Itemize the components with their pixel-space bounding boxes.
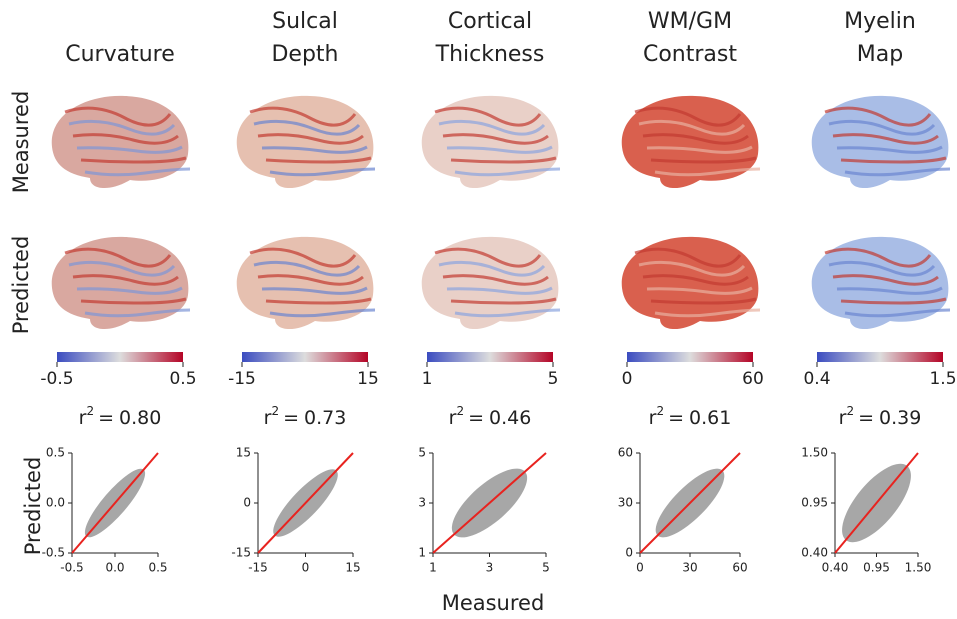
- x-tick-label: 1.50: [905, 561, 932, 575]
- r2-label: r2=0.61: [649, 404, 732, 429]
- x-tick-label: 60: [732, 561, 747, 575]
- y-tick-label: 0.5: [46, 446, 65, 460]
- x-tick-label: 15: [345, 561, 360, 575]
- x-tick-label: 0: [636, 561, 644, 575]
- x-tick-label: 0: [302, 561, 310, 575]
- x-tick-label: -15: [248, 561, 268, 575]
- y-tick-label: 0.95: [801, 496, 828, 510]
- colorbar-tick-label: 5: [548, 369, 559, 389]
- colorbar-tick-label: 15: [357, 369, 379, 389]
- x-tick-label: 5: [542, 561, 550, 575]
- r2-label: r2=0.46: [449, 404, 532, 429]
- column-title: Thickness: [435, 42, 545, 67]
- r2-label: r2=0.39: [839, 404, 922, 429]
- column-title: Sulcal: [272, 9, 338, 34]
- y-tick-label: 0: [243, 496, 251, 510]
- x-tick-label: -0.5: [60, 561, 83, 575]
- figure: Measured Predicted Measured Predicted Cu…: [0, 0, 957, 619]
- colorbar: [57, 352, 183, 362]
- x-tick-label: 0.40: [822, 561, 849, 575]
- x-tick-label: 0.0: [105, 561, 124, 575]
- colorbar-tick-label: -0.5: [40, 369, 73, 389]
- y-tick-label: 5: [418, 446, 426, 460]
- x-tick-label: 1: [429, 561, 437, 575]
- y-axis-label: Predicted: [21, 457, 45, 556]
- row-label: Predicted: [9, 236, 33, 335]
- colorbar: [817, 352, 943, 362]
- column-title: WM/GM: [648, 9, 732, 34]
- x-axis-label: Measured: [442, 591, 545, 615]
- colorbar-tick-label: -15: [228, 369, 256, 389]
- row-label: Measured: [9, 91, 33, 194]
- x-tick-label: 0.5: [148, 561, 167, 575]
- colorbar-tick-label: 1.5: [929, 369, 956, 389]
- column-title: Myelin: [844, 9, 916, 34]
- colorbar-tick-label: 1: [422, 369, 433, 389]
- column-title: Contrast: [643, 42, 737, 67]
- identity-line: [640, 453, 740, 553]
- column-title: Map: [857, 42, 903, 67]
- y-tick-label: 1: [418, 546, 426, 560]
- colorbar: [242, 352, 368, 362]
- r2-label: r2=0.73: [264, 404, 347, 429]
- y-tick-label: 60: [618, 446, 633, 460]
- x-tick-label: 3: [486, 561, 494, 575]
- colorbar-tick-label: 0: [622, 369, 633, 389]
- y-tick-label: -15: [231, 546, 251, 560]
- y-tick-label: 15: [236, 446, 251, 460]
- y-tick-label: 0: [625, 546, 633, 560]
- identity-line: [433, 453, 546, 553]
- y-tick-label: -0.5: [42, 546, 65, 560]
- column-title: Depth: [271, 42, 338, 67]
- y-tick-label: 0.0: [46, 496, 65, 510]
- colorbar-tick-label: 0.4: [803, 369, 830, 389]
- column-title: Curvature: [65, 42, 175, 67]
- colorbar: [427, 352, 553, 362]
- y-tick-label: 3: [418, 496, 426, 510]
- identity-line: [835, 453, 918, 553]
- r2-label: r2=0.80: [79, 404, 162, 429]
- y-tick-label: 1.50: [801, 446, 828, 460]
- colorbar-tick-label: 60: [742, 369, 764, 389]
- identity-line: [258, 453, 353, 553]
- column-title: Cortical: [448, 9, 532, 34]
- colorbar: [627, 352, 753, 362]
- colorbar-tick-label: 0.5: [169, 369, 196, 389]
- x-tick-label: 0.95: [863, 561, 890, 575]
- identity-line: [72, 453, 158, 553]
- x-tick-label: 30: [682, 561, 697, 575]
- y-tick-label: 30: [618, 496, 633, 510]
- y-tick-label: 0.40: [801, 546, 828, 560]
